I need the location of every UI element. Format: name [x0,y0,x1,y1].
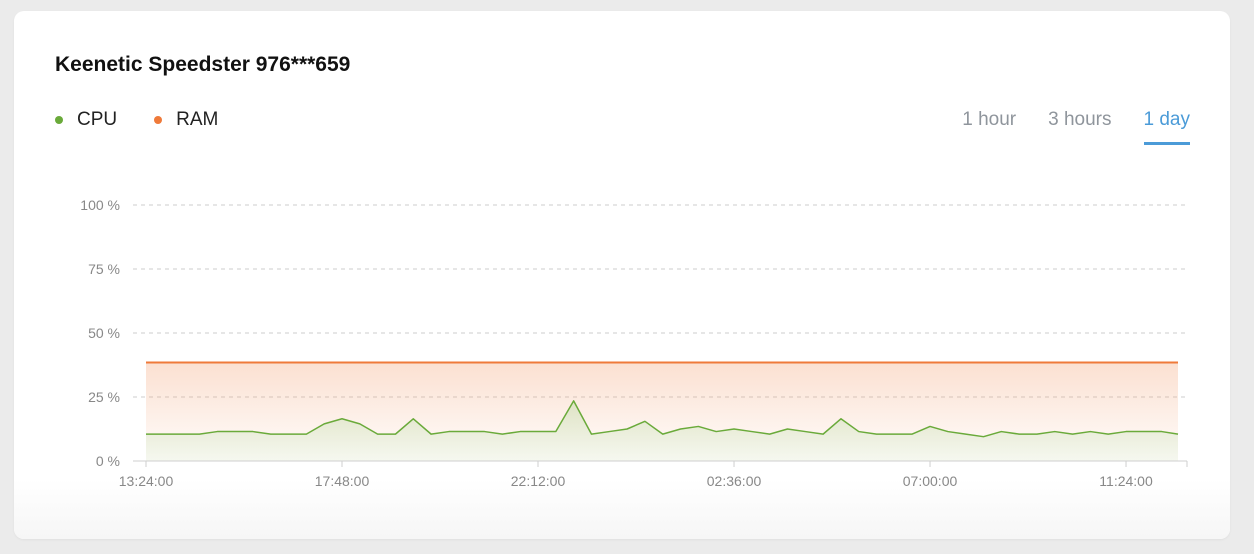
legend-item-cpu: CPU [55,109,117,131]
legend-label-ram: RAM [176,109,219,130]
cpu-dot-icon [55,116,63,124]
y-tick-label: 100 % [80,197,120,213]
legend-item-ram: RAM [154,109,218,131]
tab-3-hours[interactable]: 3 hours [1048,109,1112,130]
y-tick-label: 75 % [88,261,120,277]
legend-label-cpu: CPU [77,109,118,130]
x-tick-label: 22:12:00 [511,473,566,489]
x-tick-label: 13:24:00 [119,473,174,489]
card-bottom-fade [14,479,1230,539]
y-tick-label: 25 % [88,389,120,405]
cpu-line [146,400,1179,438]
ram-dot-icon [154,116,163,124]
x-tick-label: 17:48:00 [315,473,370,489]
tab-1-day[interactable]: 1 day [1143,109,1190,145]
tab-1-hour[interactable]: 1 hour [962,109,1017,130]
chart-legend: CPU RAM [55,109,218,131]
x-tick-label: 02:36:00 [707,473,762,489]
x-tick-label: 07:00:00 [903,473,958,489]
cpu-area [146,400,1178,461]
y-tick-label: 50 % [88,325,120,341]
device-title: Keenetic Speedster 976***659 [55,53,351,76]
y-tick-label: 0 % [96,453,120,469]
time-range-tabs: 1 hour 3 hours 1 day [962,109,1190,145]
x-tick-label: 11:24:00 [1099,473,1153,489]
